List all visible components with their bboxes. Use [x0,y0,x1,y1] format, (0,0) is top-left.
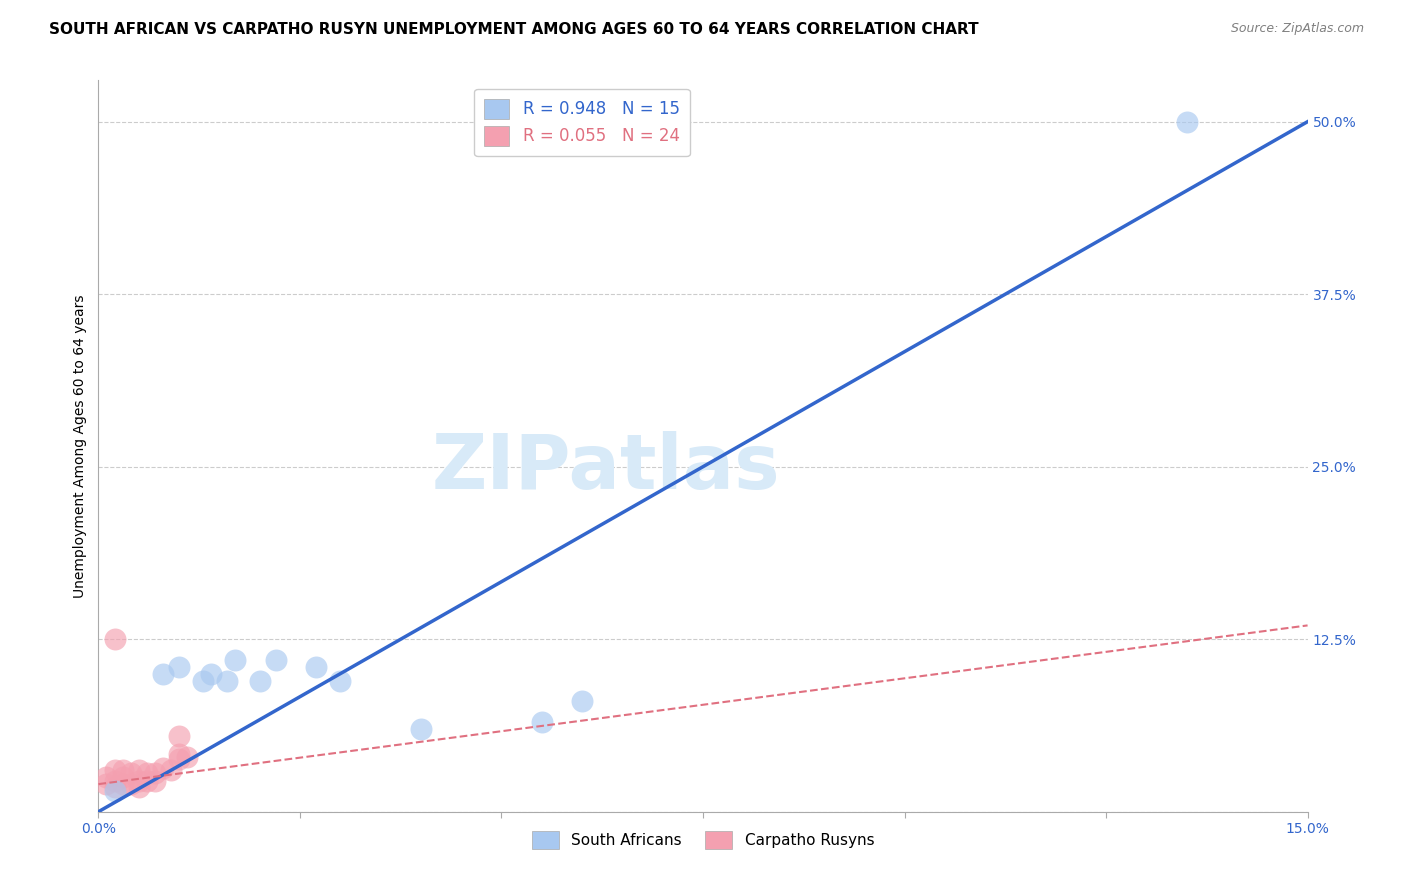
Point [128,774,150,789]
Point [143,766,166,780]
Point [224,653,246,667]
Point [305,660,328,674]
Y-axis label: Unemployment Among Ages 60 to 64 years: Unemployment Among Ages 60 to 64 years [73,294,87,598]
Point [264,653,287,667]
Point [103,764,125,778]
Point [160,764,183,778]
Point [128,780,150,794]
Point [217,673,239,688]
Point [167,660,190,674]
Point [167,752,190,766]
Point [111,770,134,784]
Point [135,766,157,780]
Point [152,666,174,681]
Point [111,777,134,791]
Point [176,749,198,764]
Point [409,722,432,736]
Text: Source: ZipAtlas.com: Source: ZipAtlas.com [1230,22,1364,36]
Point [249,673,271,688]
Point [103,784,125,798]
Point [143,774,166,789]
Point [96,770,118,784]
Point [120,766,142,780]
Text: ZIPatlas: ZIPatlas [432,431,780,505]
Point [1175,114,1198,128]
Point [571,694,593,708]
Point [200,666,222,681]
Point [128,764,150,778]
Point [96,777,118,791]
Point [167,747,190,761]
Point [103,780,125,794]
Point [193,673,215,688]
Point [530,714,553,729]
Point [111,764,134,778]
Point [120,777,142,791]
Point [103,774,125,789]
Point [329,673,352,688]
Text: SOUTH AFRICAN VS CARPATHO RUSYN UNEMPLOYMENT AMONG AGES 60 TO 64 YEARS CORRELATI: SOUTH AFRICAN VS CARPATHO RUSYN UNEMPLOY… [49,22,979,37]
Point [135,774,157,789]
Legend: South Africans, Carpatho Rusyns: South Africans, Carpatho Rusyns [526,824,880,855]
Point [152,760,174,774]
Point [167,729,190,743]
Point [103,632,125,647]
